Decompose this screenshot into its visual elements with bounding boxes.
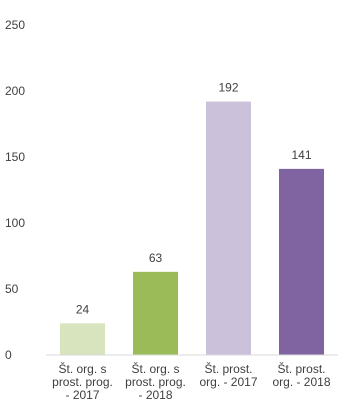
bar bbox=[279, 168, 324, 355]
y-tick-label: 250 bbox=[5, 18, 25, 32]
data-labels: 24 63 192 141 bbox=[76, 81, 312, 317]
data-label: 24 bbox=[76, 302, 90, 316]
bar bbox=[133, 271, 178, 355]
bars bbox=[60, 101, 324, 355]
bar bbox=[60, 323, 105, 355]
y-tick-label: 50 bbox=[5, 282, 19, 296]
data-label: 141 bbox=[291, 148, 311, 162]
y-axis-ticks: 0 50 100 150 200 250 bbox=[5, 18, 25, 362]
data-label: 63 bbox=[149, 251, 163, 265]
y-tick-label: 0 bbox=[5, 348, 12, 362]
x-tick-label: Št. org. s prost. prog. - 2017 bbox=[52, 361, 113, 402]
x-tick-label: Št. prost. org. - 2017 bbox=[199, 361, 257, 389]
y-tick-label: 200 bbox=[5, 84, 25, 98]
y-tick-label: 100 bbox=[5, 216, 25, 230]
x-tick-label: Št. prost. org. - 2018 bbox=[272, 361, 330, 389]
bar bbox=[206, 101, 251, 355]
data-label: 192 bbox=[218, 81, 238, 95]
x-axis-labels: Št. org. s prost. prog. - 2017 Št. org. s pr… bbox=[52, 361, 331, 402]
x-tick-label: Št. org. s prost. prog. - 2018 bbox=[125, 361, 186, 402]
y-tick-label: 150 bbox=[5, 150, 25, 164]
